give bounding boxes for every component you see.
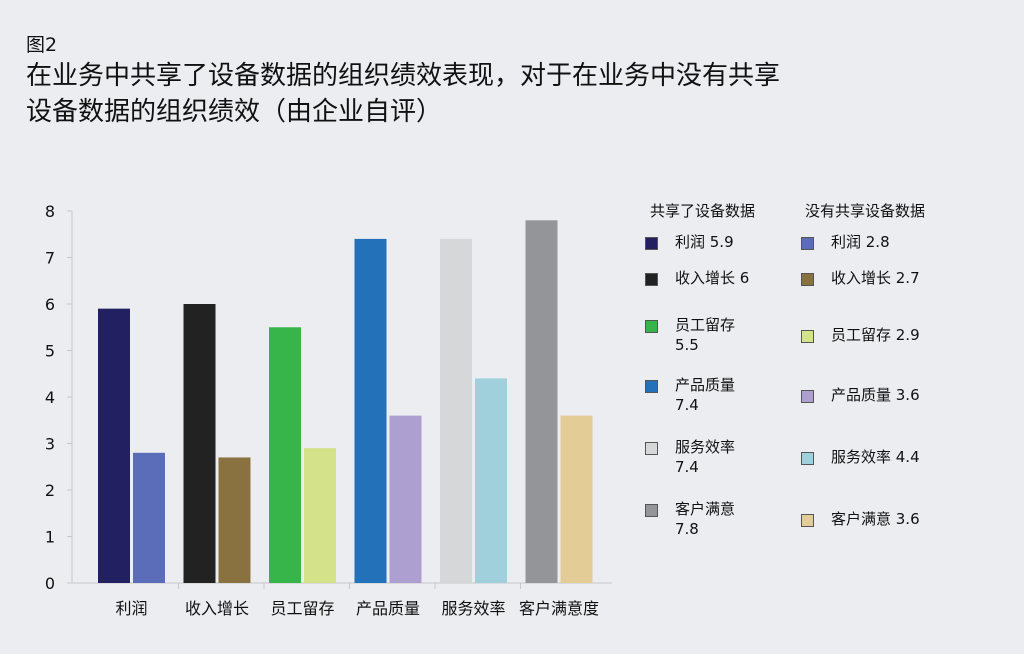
figure-label: 图2 xyxy=(26,34,58,56)
y-tick-label: 0 xyxy=(45,574,55,593)
bar-shared-0 xyxy=(98,308,130,583)
y-tick-label: 4 xyxy=(45,388,55,407)
bar-not-shared-3 xyxy=(389,415,422,583)
bar-shared-2 xyxy=(269,327,301,583)
bar-not-shared-0 xyxy=(133,452,165,583)
x-tick-label: 利润 xyxy=(115,599,147,618)
bar-not-shared-4 xyxy=(475,378,507,583)
bar-shared-3 xyxy=(354,238,387,583)
y-tick-label: 8 xyxy=(45,202,55,221)
bar-shared-4 xyxy=(440,238,472,583)
chart-title-line-2: 设备数据的组织绩效（由企业自评） xyxy=(26,97,443,127)
bar-shared-1 xyxy=(183,304,216,583)
bar-shared-5 xyxy=(525,220,558,584)
x-tick-label: 产品质量 xyxy=(356,599,420,618)
y-tick-label: 2 xyxy=(45,481,55,500)
y-tick-label: 5 xyxy=(45,342,55,361)
y-tick-label: 6 xyxy=(45,295,55,314)
bar-not-shared-2 xyxy=(304,448,336,583)
chart-title-line-1: 在业务中共享了设备数据的组织绩效表现，对于在业务中没有共享 xyxy=(26,61,781,91)
y-tick-label: 3 xyxy=(45,435,55,454)
x-tick-label: 客户满意度 xyxy=(519,599,599,618)
x-tick-label: 服务效率 xyxy=(441,599,505,618)
y-tick-label: 7 xyxy=(45,249,55,268)
bar-not-shared-5 xyxy=(560,415,593,583)
x-tick-label: 员工留存 xyxy=(270,599,334,618)
x-tick-label: 收入增长 xyxy=(185,599,249,618)
bar-not-shared-1 xyxy=(218,457,251,583)
chart-title: 在业务中共享了设备数据的组织绩效表现，对于在业务中没有共享 设备数据的组织绩效（… xyxy=(26,58,926,130)
y-tick-label: 1 xyxy=(45,528,55,547)
